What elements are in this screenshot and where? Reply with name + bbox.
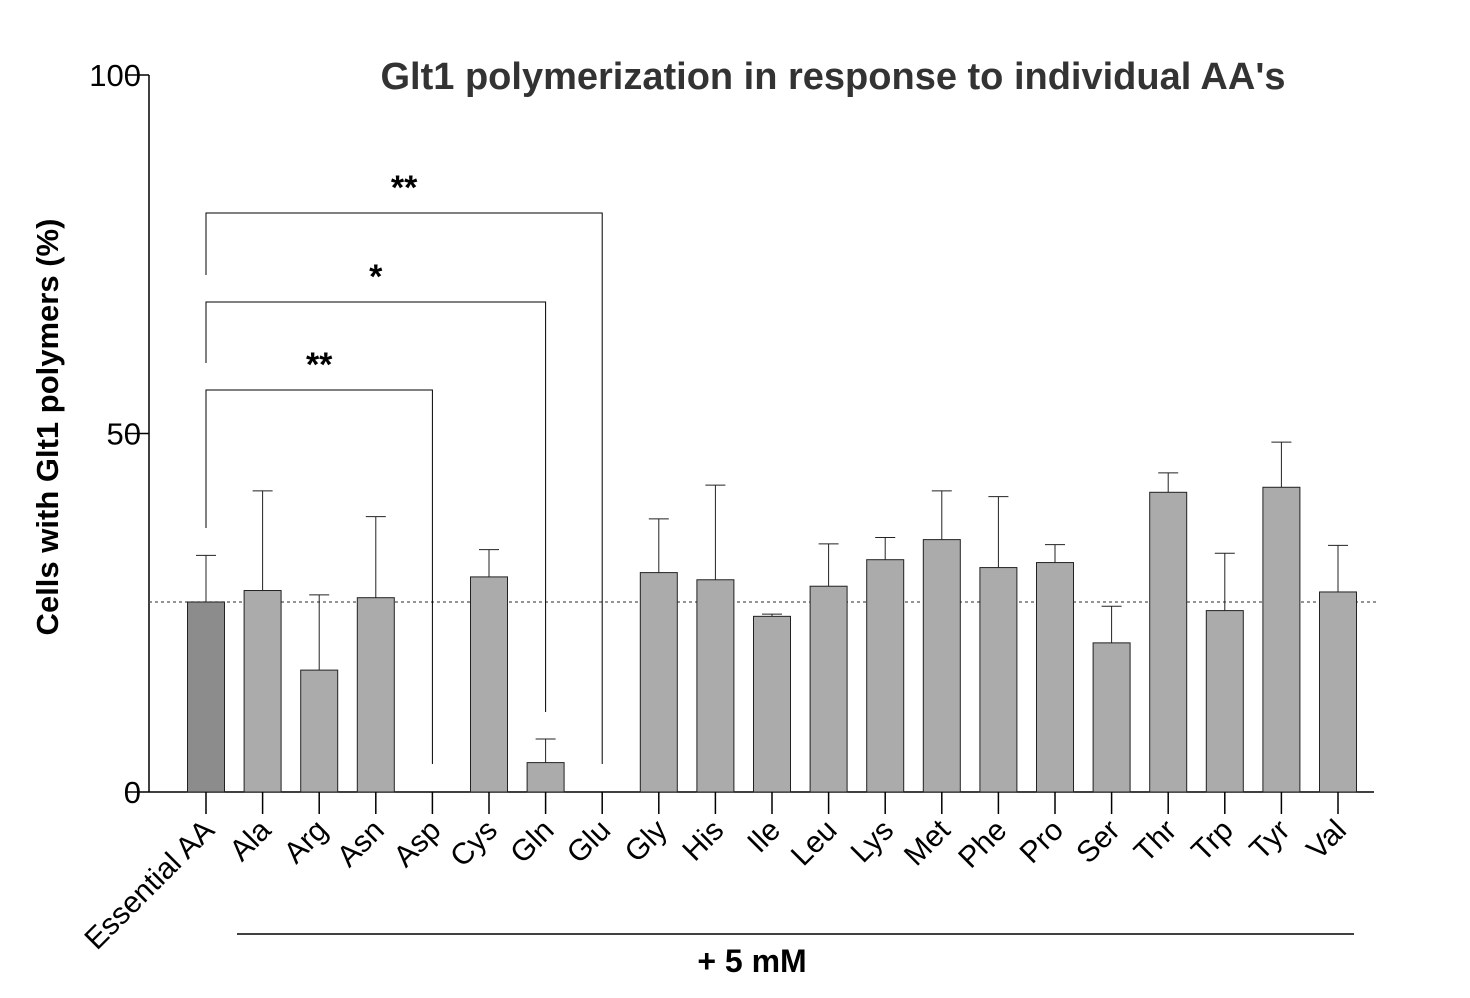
bar-trp [1205, 610, 1244, 793]
significance-label: ** [306, 346, 333, 384]
category-label: Ile [741, 814, 787, 860]
significance-bracket [205, 301, 547, 712]
bar-essential-aa [187, 601, 225, 793]
y-tick-label: 50 [107, 417, 141, 452]
category-label: Lys [845, 814, 901, 870]
bar-his [696, 579, 735, 793]
y-tick-label: 100 [89, 58, 141, 93]
category-label: Met [898, 813, 957, 872]
significance-bracket [205, 212, 603, 764]
category-label: Gln [504, 814, 560, 870]
bar-val [1319, 591, 1357, 793]
bar-leu [809, 585, 848, 793]
category-label: Trp [1185, 814, 1239, 868]
category-label: Phe [952, 814, 1013, 875]
significance-label: * [369, 258, 383, 296]
y-axis-label: Cells with Glt1 polymers (%) [30, 219, 65, 636]
category-label: Val [1301, 814, 1353, 866]
category-label: Tyr [1244, 814, 1297, 867]
category-label: Arg [278, 814, 334, 870]
significance-bracket [205, 389, 433, 764]
category-label: Ser [1070, 814, 1126, 870]
bar-lys [866, 559, 905, 793]
chart-title: Glt1 polymerization in response to indiv… [381, 56, 1286, 98]
category-label: Thr [1128, 814, 1183, 869]
significance-label: ** [391, 169, 418, 207]
category-label: Asn [331, 814, 391, 874]
y-tick-label: 0 [124, 775, 141, 810]
category-label: Asp [387, 814, 447, 874]
category-label: Pro [1014, 814, 1070, 870]
category-label: Leu [785, 814, 844, 873]
bar-arg [300, 669, 339, 793]
bar-pro [1036, 562, 1074, 793]
group-label: + 5 mM [697, 943, 806, 979]
bar-gln [526, 762, 565, 793]
bar-tyr [1262, 486, 1301, 793]
bar-ile [753, 615, 791, 793]
category-label: Cys [444, 814, 504, 874]
bar-ser [1092, 642, 1131, 793]
bar-ala [243, 590, 282, 793]
bar-thr [1149, 491, 1188, 793]
category-label: Ala [224, 813, 278, 867]
category-label: Gly [619, 814, 674, 869]
bar-cys [470, 576, 508, 793]
category-label: Glu [561, 814, 617, 870]
category-label: His [676, 814, 730, 868]
bar-asn [356, 597, 395, 793]
category-label: Essential AA [79, 814, 221, 956]
bar-phe [979, 567, 1018, 793]
bar-gly [639, 572, 678, 793]
bar-met [922, 539, 961, 793]
